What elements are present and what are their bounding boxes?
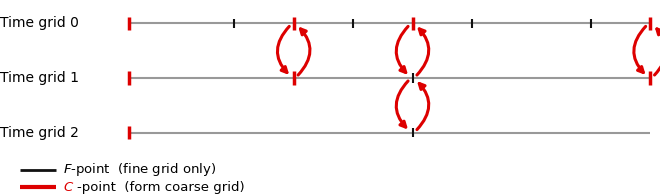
Text: Time grid 1: Time grid 1 <box>0 71 79 85</box>
Text: Time grid 2: Time grid 2 <box>0 126 79 140</box>
Text: $C$: $C$ <box>63 181 74 194</box>
Text: -point  (form coarse grid): -point (form coarse grid) <box>77 181 244 194</box>
Text: $F$-point  (fine grid only): $F$-point (fine grid only) <box>63 161 216 178</box>
Text: Time grid 0: Time grid 0 <box>0 16 79 30</box>
